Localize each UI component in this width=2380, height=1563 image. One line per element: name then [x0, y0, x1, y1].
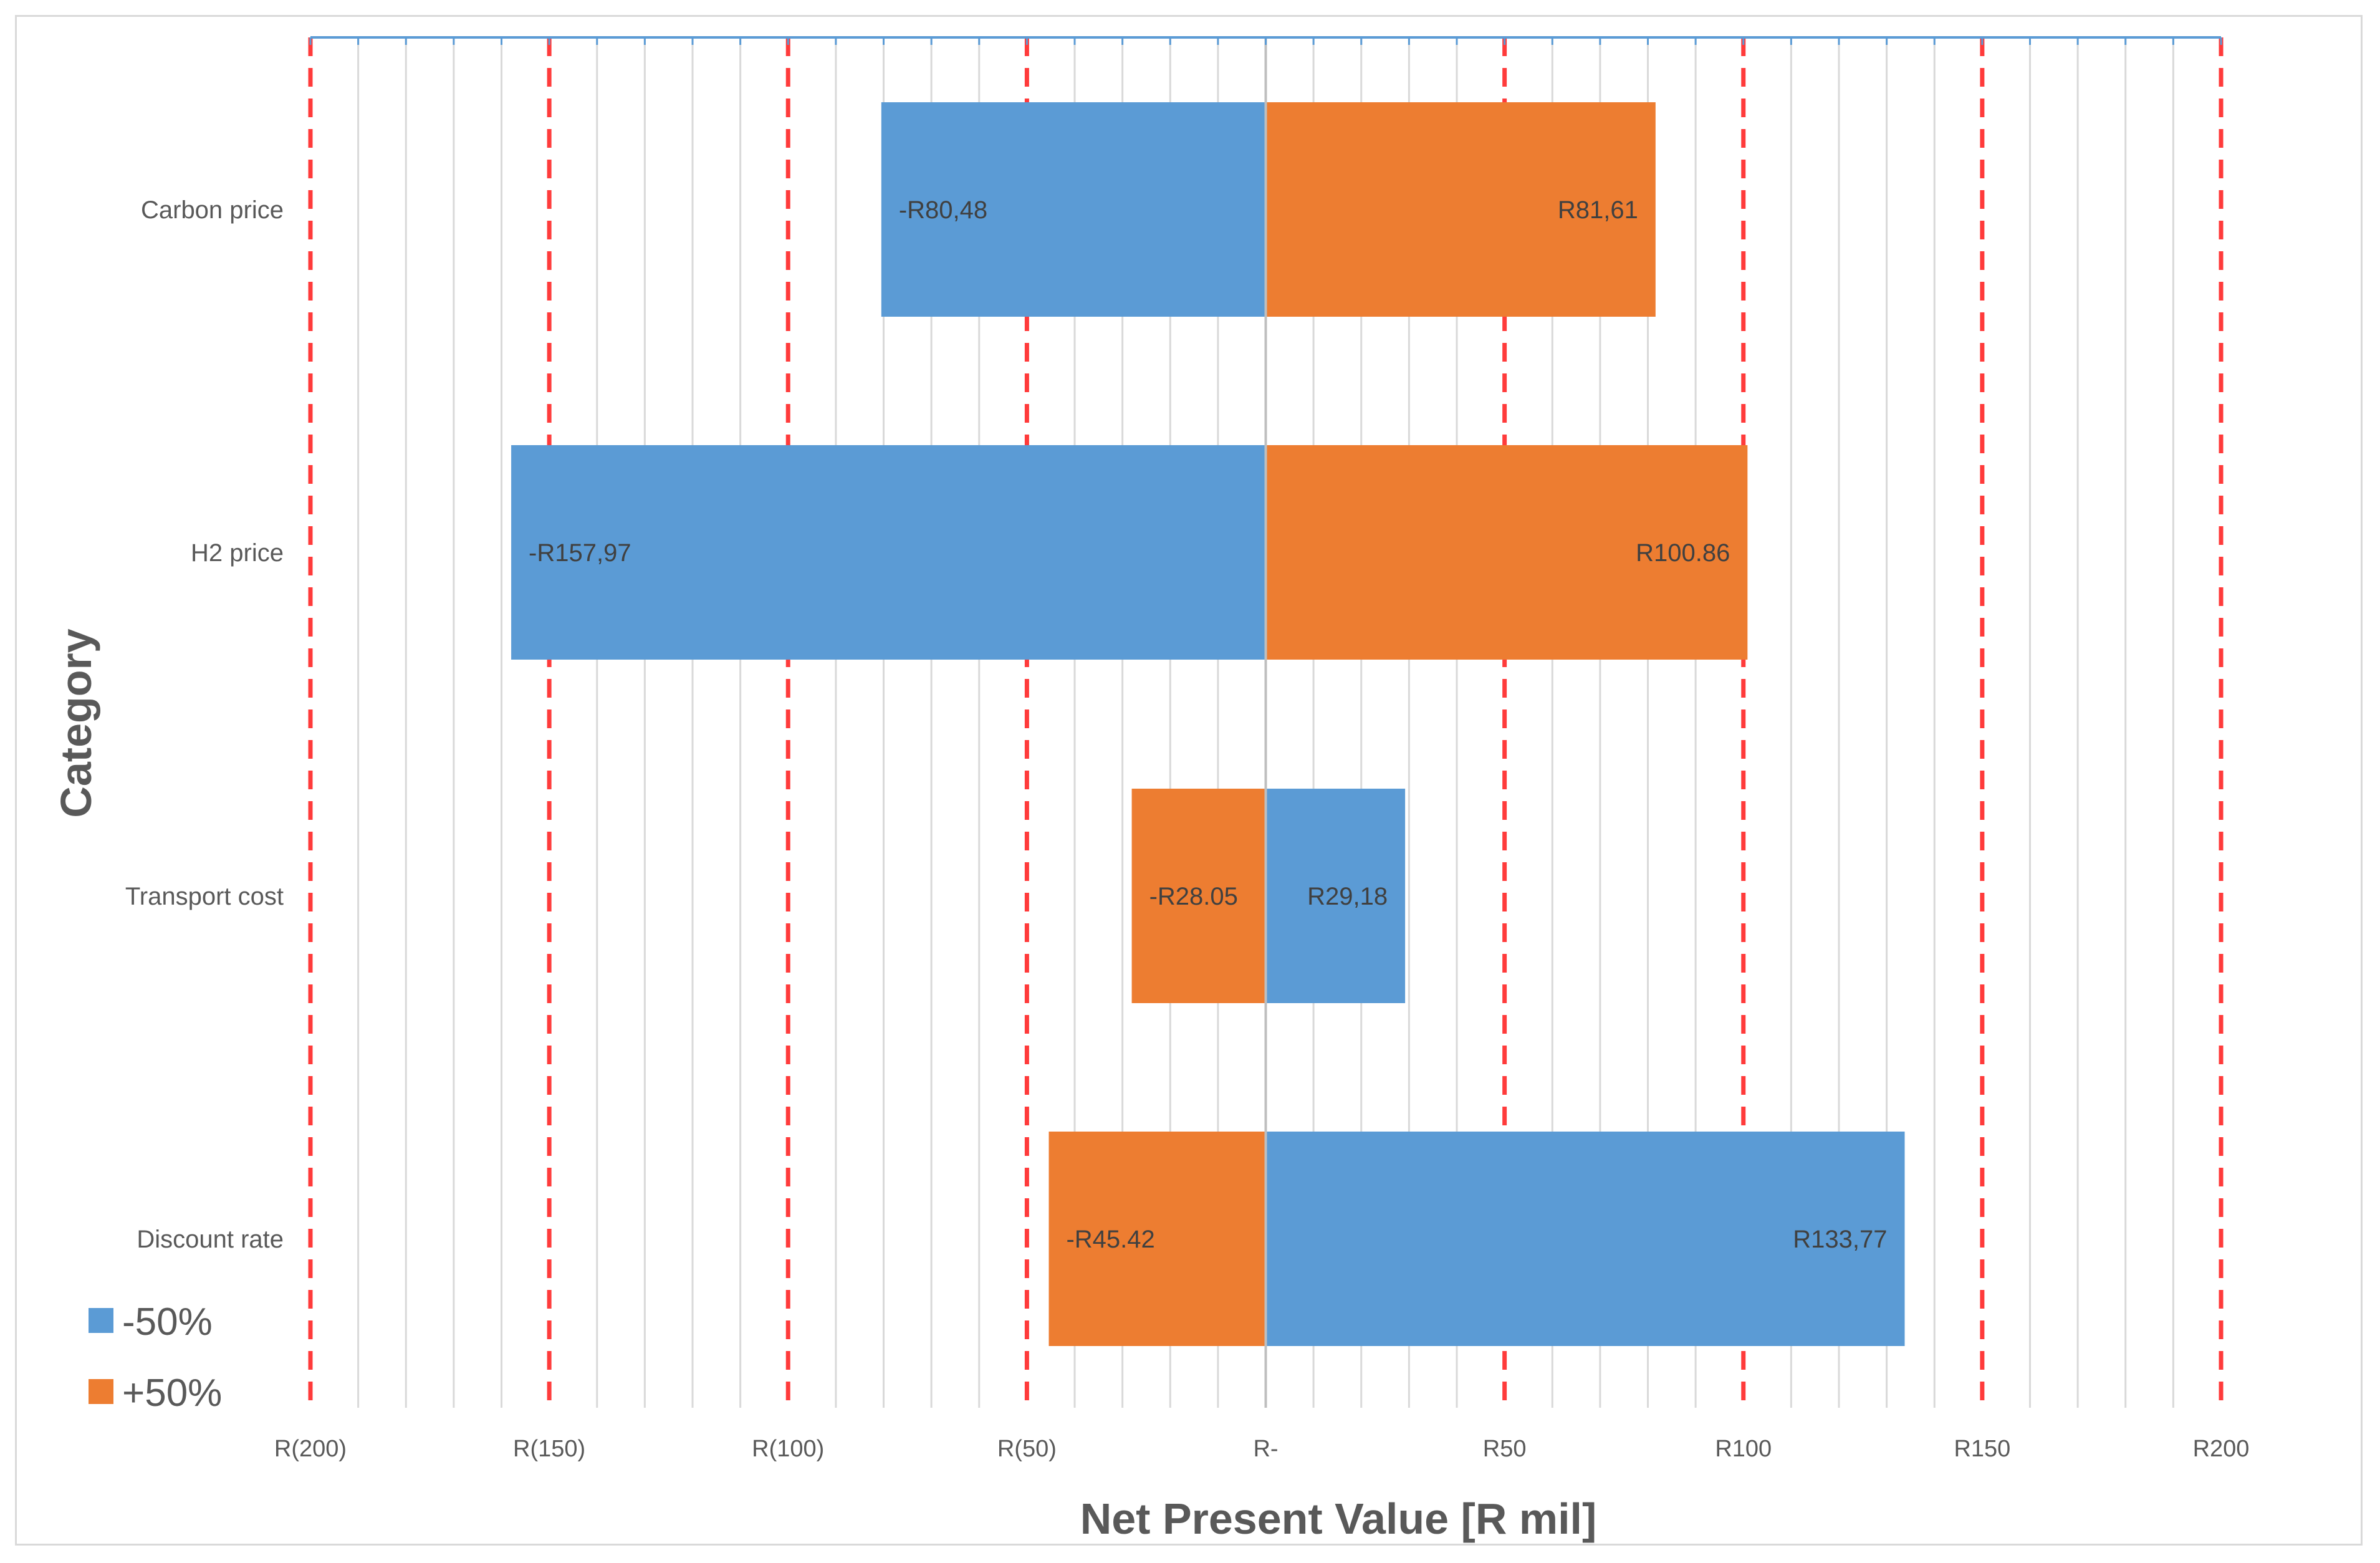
data-label: R100.86: [1636, 539, 1730, 567]
category-label: H2 price: [191, 539, 284, 567]
data-label: R133,77: [1793, 1226, 1887, 1253]
data-label: R29,18: [1307, 883, 1388, 910]
x-tick-label: R(50): [997, 1436, 1057, 1462]
data-label: R81,61: [1558, 196, 1638, 224]
category-label: Transport cost: [125, 883, 284, 910]
y-axis-title: Category: [52, 628, 100, 817]
bar-plus-50: [1048, 1132, 1265, 1346]
x-tick-label: R(200): [274, 1436, 347, 1462]
bar-plus-50: [1131, 789, 1265, 1003]
x-tick-label: R50: [1483, 1436, 1527, 1462]
legend-swatch-minus-50: [89, 1308, 113, 1333]
bars: [511, 102, 1905, 1346]
bar-minus-50: [1267, 1132, 1905, 1346]
data-label: -R157,97: [529, 539, 631, 567]
x-tick-label: R150: [1954, 1436, 2010, 1462]
data-label: -R45.42: [1066, 1226, 1154, 1253]
x-tick-label: R200: [2193, 1436, 2250, 1462]
data-label: -R80,48: [899, 196, 987, 224]
x-tick-label: R(150): [513, 1436, 585, 1462]
category-label: Carbon price: [141, 196, 284, 224]
x-tick-label: R100: [1715, 1436, 1772, 1462]
bar-minus-50: [511, 445, 1265, 660]
category-label: Discount rate: [137, 1226, 284, 1253]
legend-swatch-plus-50: [89, 1379, 113, 1404]
labels: R(200) R(150) R(100) R(50) R- R50 R100 R150 R200…: [125, 196, 2250, 1462]
bar-plus-50: [1267, 445, 1748, 660]
gridlines: [308, 36, 2224, 1408]
x-tick-label: R(100): [752, 1436, 824, 1462]
legend-label-plus-50: +50%: [122, 1372, 222, 1415]
legend-label-minus-50: -50%: [122, 1301, 213, 1344]
bar-minus-50: [881, 102, 1265, 317]
bar-minus-50: [1267, 789, 1406, 1003]
x-axis-title: Net Present Value [R mil]: [1080, 1494, 1597, 1543]
x-tick-label: R-: [1253, 1436, 1278, 1462]
bar-plus-50: [1267, 102, 1656, 317]
data-label: -R28.05: [1149, 883, 1238, 910]
legend: -50% +50%: [89, 1301, 222, 1415]
